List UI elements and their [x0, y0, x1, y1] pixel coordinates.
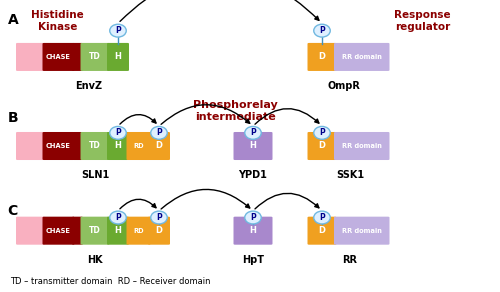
Text: Phosphorelay
intermediate: Phosphorelay intermediate	[192, 100, 278, 122]
FancyBboxPatch shape	[234, 132, 272, 160]
Text: P: P	[115, 26, 121, 35]
Text: CHASE: CHASE	[46, 143, 71, 149]
Ellipse shape	[110, 24, 126, 37]
Ellipse shape	[110, 126, 126, 139]
Text: D: D	[318, 53, 326, 61]
Text: D: D	[318, 226, 326, 235]
FancyBboxPatch shape	[72, 217, 83, 245]
Text: H: H	[114, 142, 121, 150]
FancyBboxPatch shape	[107, 217, 129, 245]
Text: RR domain: RR domain	[342, 54, 382, 60]
Text: EnvZ: EnvZ	[76, 81, 102, 91]
Text: P: P	[156, 128, 162, 137]
Text: D: D	[156, 142, 162, 150]
Text: CHASE: CHASE	[46, 228, 71, 234]
Text: B: B	[8, 111, 18, 125]
Text: Response
regulator: Response regulator	[394, 10, 451, 32]
Text: P: P	[250, 128, 256, 137]
Text: HK: HK	[87, 255, 103, 265]
FancyBboxPatch shape	[42, 43, 74, 71]
Ellipse shape	[314, 126, 330, 139]
FancyBboxPatch shape	[334, 217, 390, 245]
Ellipse shape	[151, 126, 167, 139]
Ellipse shape	[314, 24, 330, 37]
Text: P: P	[319, 128, 325, 137]
FancyBboxPatch shape	[16, 132, 45, 160]
Text: HpT: HpT	[242, 255, 264, 265]
FancyBboxPatch shape	[308, 43, 336, 71]
Ellipse shape	[151, 211, 167, 224]
FancyBboxPatch shape	[148, 132, 170, 160]
Text: YPD1: YPD1	[238, 170, 268, 180]
Ellipse shape	[245, 126, 261, 139]
FancyBboxPatch shape	[334, 43, 390, 71]
Text: TD – transmitter domain  RD – Receiver domain: TD – transmitter domain RD – Receiver do…	[10, 277, 210, 286]
Text: H: H	[250, 226, 256, 235]
FancyBboxPatch shape	[107, 43, 129, 71]
Text: Histidine
Kinase: Histidine Kinase	[31, 10, 84, 32]
Text: P: P	[319, 26, 325, 35]
Text: D: D	[318, 142, 326, 150]
Text: H: H	[250, 142, 256, 150]
FancyBboxPatch shape	[72, 132, 83, 160]
Ellipse shape	[110, 211, 126, 224]
Text: RD: RD	[133, 228, 144, 234]
Text: A: A	[8, 13, 18, 27]
FancyBboxPatch shape	[16, 217, 45, 245]
FancyBboxPatch shape	[42, 217, 74, 245]
Text: OmpR: OmpR	[328, 81, 360, 91]
Ellipse shape	[314, 211, 330, 224]
FancyBboxPatch shape	[126, 217, 150, 245]
Text: SLN1: SLN1	[81, 170, 109, 180]
Text: TD: TD	[89, 53, 101, 61]
FancyBboxPatch shape	[107, 132, 129, 160]
Text: RR domain: RR domain	[342, 228, 382, 234]
Ellipse shape	[245, 211, 261, 224]
FancyBboxPatch shape	[126, 132, 150, 160]
Text: H: H	[114, 53, 121, 61]
FancyBboxPatch shape	[72, 43, 83, 71]
Text: CHASE: CHASE	[46, 54, 71, 60]
Text: RR: RR	[342, 255, 357, 265]
Text: P: P	[156, 213, 162, 222]
Text: SSK1: SSK1	[336, 170, 364, 180]
Text: H: H	[114, 226, 121, 235]
FancyBboxPatch shape	[308, 217, 336, 245]
FancyBboxPatch shape	[80, 43, 110, 71]
Text: RR domain: RR domain	[342, 143, 382, 149]
Text: P: P	[250, 213, 256, 222]
Text: TD: TD	[89, 226, 101, 235]
FancyBboxPatch shape	[308, 132, 336, 160]
Text: D: D	[156, 226, 162, 235]
FancyBboxPatch shape	[16, 43, 45, 71]
FancyBboxPatch shape	[80, 132, 110, 160]
Text: C: C	[8, 204, 18, 218]
FancyBboxPatch shape	[42, 132, 74, 160]
FancyBboxPatch shape	[148, 217, 170, 245]
FancyBboxPatch shape	[80, 217, 110, 245]
Text: P: P	[115, 213, 121, 222]
FancyBboxPatch shape	[234, 217, 272, 245]
Text: RD: RD	[133, 143, 144, 149]
Text: TD: TD	[89, 142, 101, 150]
Text: P: P	[319, 213, 325, 222]
FancyBboxPatch shape	[334, 132, 390, 160]
Text: P: P	[115, 128, 121, 137]
